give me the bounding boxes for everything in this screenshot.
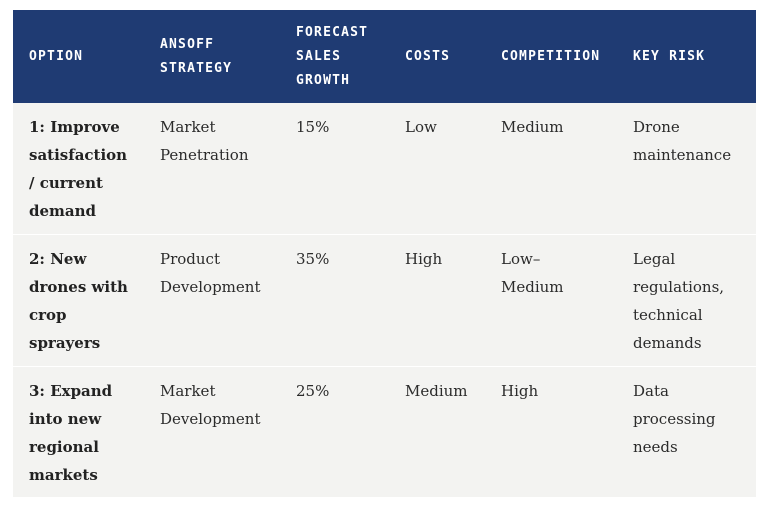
risk-line: Legal: [633, 249, 676, 268]
competition-line: High: [501, 381, 539, 400]
costs-value: Medium: [405, 381, 468, 400]
risk-line: maintenance: [633, 146, 732, 164]
competition-line: Medium: [501, 277, 564, 296]
table-row: 2: New drones with crop sprayers Product…: [13, 233, 756, 366]
header-strategy-line2: STRATEGY: [160, 60, 233, 76]
cell-growth: 25%: [280, 365, 389, 497]
comparison-table-container: OPTION ANSOFF STRATEGY FORECAST SALES GR…: [13, 10, 756, 497]
option-line: 3: Expand: [29, 381, 113, 400]
option-line: demand: [29, 202, 97, 220]
strategy-line: Penetration: [160, 146, 249, 164]
header-growth-line3: GROWTH: [296, 72, 351, 88]
risk-line: processing: [633, 409, 716, 428]
cell-competition: Low– Medium: [485, 233, 617, 366]
table-row: 3: Expand into new regional markets Mark…: [13, 365, 756, 497]
growth-value: 25%: [296, 381, 330, 400]
option-line: regional: [29, 437, 99, 456]
strategy-line: Market: [160, 118, 216, 136]
option-line: 1: Improve: [29, 118, 120, 136]
option-line: markets: [29, 465, 98, 484]
costs-value: High: [405, 249, 443, 268]
strategy-line: Market: [160, 381, 216, 400]
cell-strategy: Market Penetration: [144, 103, 280, 234]
header-competition: COMPETITION: [485, 10, 617, 103]
strategy-line: Development: [160, 277, 261, 296]
cell-costs: High: [389, 233, 485, 366]
risk-line: needs: [633, 437, 678, 456]
table-row: 1: Improve satisfaction / current demand…: [13, 103, 756, 234]
option-line: crop: [29, 305, 67, 324]
strategy-line: Development: [160, 409, 261, 428]
header-forecast-sales-growth: FORECAST SALES GROWTH: [280, 10, 389, 103]
cell-costs: Low: [389, 103, 485, 234]
risk-line: technical: [633, 305, 703, 324]
header-costs: COSTS: [389, 10, 485, 103]
cell-risk: Drone maintenance: [617, 103, 756, 234]
risk-line: Data: [633, 381, 669, 400]
cell-strategy: Market Development: [144, 365, 280, 497]
risk-line: regulations,: [633, 277, 725, 296]
cell-strategy: Product Development: [144, 233, 280, 366]
growth-value: 15%: [296, 118, 330, 136]
cell-option: 2: New drones with crop sprayers: [13, 233, 144, 366]
header-ansoff-strategy: ANSOFF STRATEGY: [144, 10, 280, 103]
risk-line: Drone: [633, 118, 680, 136]
strategy-line: Product: [160, 249, 220, 268]
cell-costs: Medium: [389, 365, 485, 497]
option-line: sprayers: [29, 333, 101, 352]
cell-risk: Data processing needs: [617, 365, 756, 497]
competition-line: Low–: [501, 249, 541, 268]
header-option: OPTION: [13, 10, 144, 103]
option-line: 2: New: [29, 249, 87, 268]
table-body: 1: Improve satisfaction / current demand…: [13, 103, 756, 497]
option-line: satisfaction: [29, 146, 128, 164]
header-row: OPTION ANSOFF STRATEGY FORECAST SALES GR…: [13, 10, 756, 103]
header-competition-text: COMPETITION: [501, 48, 601, 64]
competition-line: Medium: [501, 118, 564, 136]
option-line: drones with: [29, 277, 128, 296]
cell-competition: Medium: [485, 103, 617, 234]
header-option-text: OPTION: [29, 48, 84, 64]
options-comparison-table: OPTION ANSOFF STRATEGY FORECAST SALES GR…: [13, 10, 756, 497]
cell-growth: 15%: [280, 103, 389, 234]
cell-option: 3: Expand into new regional markets: [13, 365, 144, 497]
option-line: into new: [29, 409, 102, 428]
cell-option: 1: Improve satisfaction / current demand: [13, 103, 144, 234]
header-key-risk: KEY RISK: [617, 10, 756, 103]
costs-value: Low: [405, 118, 437, 136]
growth-value: 35%: [296, 249, 330, 268]
header-costs-text: COSTS: [405, 48, 451, 64]
table-header: OPTION ANSOFF STRATEGY FORECAST SALES GR…: [13, 10, 756, 103]
header-growth-line2: SALES: [296, 48, 342, 64]
header-risk-text: KEY RISK: [633, 48, 706, 64]
risk-line: demands: [633, 333, 702, 352]
header-strategy-line1: ANSOFF: [160, 36, 215, 52]
cell-risk: Legal regulations, technical demands: [617, 233, 756, 366]
header-growth-line1: FORECAST: [296, 24, 369, 40]
cell-competition: High: [485, 365, 617, 497]
option-line: / current: [29, 174, 103, 192]
cell-growth: 35%: [280, 233, 389, 366]
